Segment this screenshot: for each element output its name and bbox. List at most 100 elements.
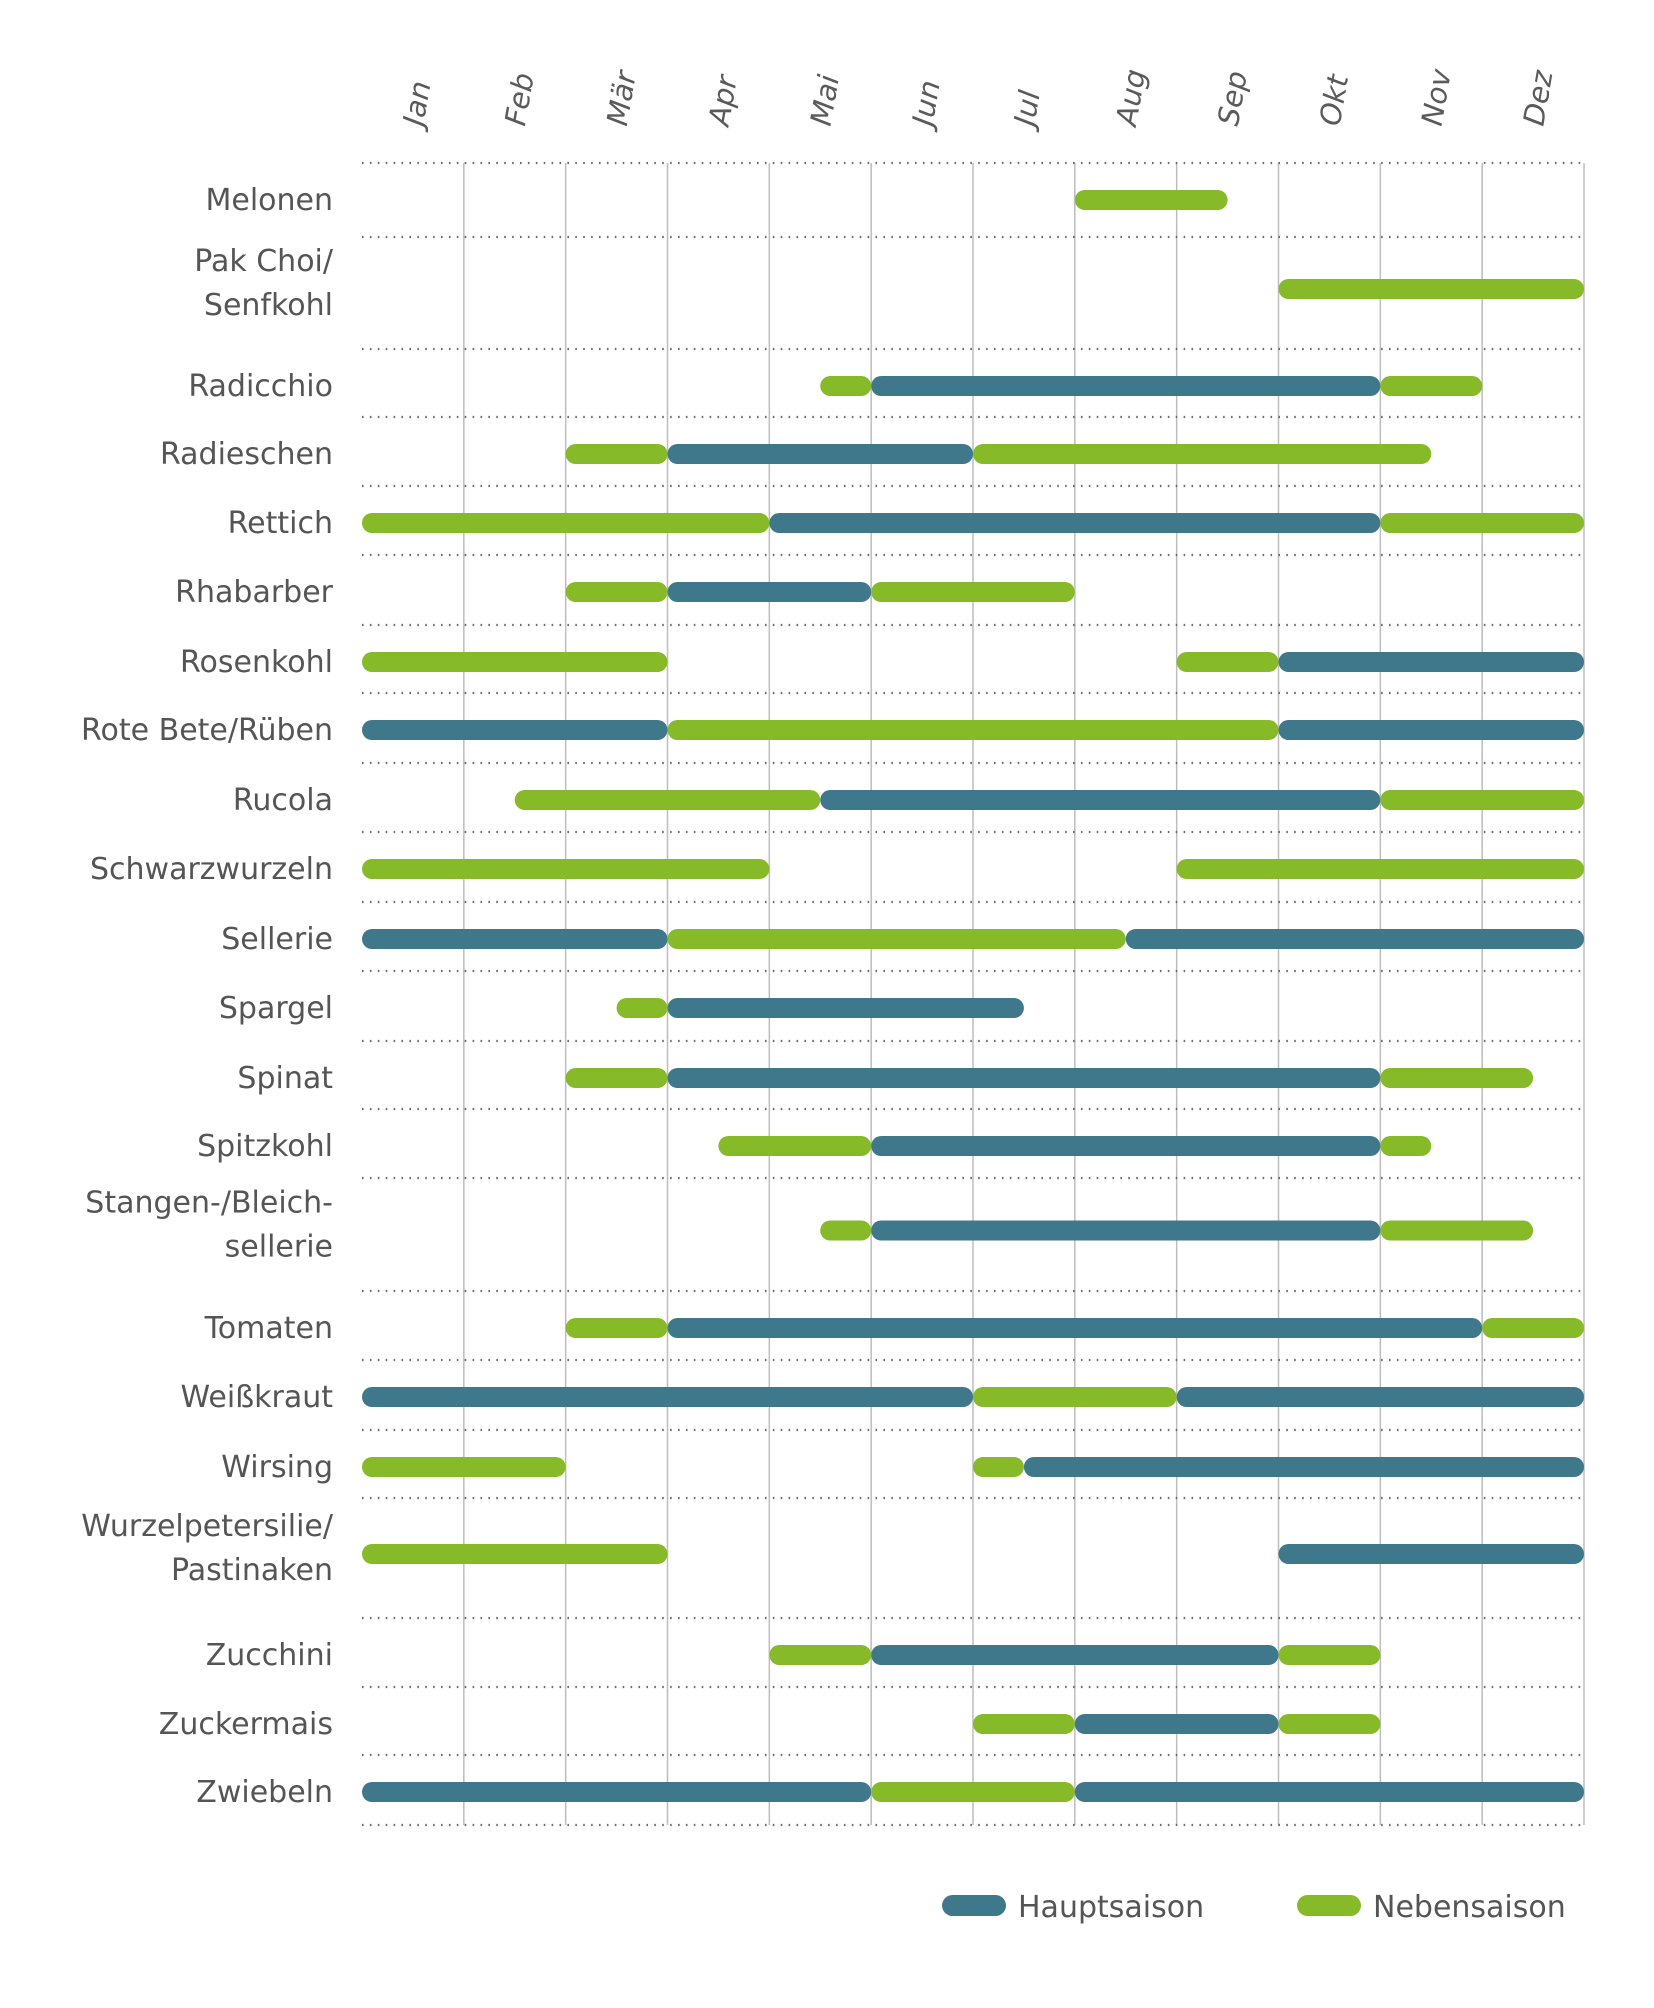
bar-nebensaison xyxy=(1074,190,1228,210)
table-row: Radieschen xyxy=(160,437,1432,472)
table-row: Wirsing xyxy=(221,1450,1584,1485)
row-label: Wirsing xyxy=(221,1450,333,1485)
bar-hauptsaison xyxy=(667,998,1024,1018)
row-label: Rettich xyxy=(228,506,333,541)
bar-hauptsaison xyxy=(1074,1782,1584,1802)
bar-hauptsaison xyxy=(769,513,1381,533)
bar-nebensaison xyxy=(362,859,770,879)
bar-nebensaison xyxy=(1278,1714,1381,1734)
table-row: Weißkraut xyxy=(181,1380,1584,1415)
bar-hauptsaison xyxy=(1278,1544,1584,1564)
bar-nebensaison xyxy=(1380,376,1483,396)
legend-label: Hauptsaison xyxy=(1018,1890,1204,1925)
row-label: Zuckermais xyxy=(159,1707,333,1742)
month-label: Sep xyxy=(1211,68,1254,128)
bar-nebensaison xyxy=(616,998,668,1018)
bar-hauptsaison xyxy=(1074,1714,1279,1734)
legend-swatch-nebensaison xyxy=(1297,1895,1361,1916)
row-label: Radicchio xyxy=(188,369,333,404)
grid xyxy=(362,161,1585,1827)
bar-hauptsaison xyxy=(667,582,872,602)
table-row: Wurzelpetersilie/Pastinaken xyxy=(81,1509,1584,1588)
row-label: Zucchini xyxy=(206,1638,333,1673)
row-label: Radieschen xyxy=(160,437,333,472)
table-row: Zwiebeln xyxy=(196,1775,1584,1810)
table-row: Rettich xyxy=(228,506,1584,541)
month-label: Jan xyxy=(395,78,437,133)
bar-nebensaison xyxy=(973,1714,1075,1734)
month-label: Aug xyxy=(1109,67,1153,131)
bar-nebensaison xyxy=(362,1544,668,1564)
row-label: Wurzelpetersilie/ xyxy=(81,1509,334,1544)
bar-hauptsaison xyxy=(1176,1387,1584,1407)
table-row: Zucchini xyxy=(206,1638,1381,1673)
bar-nebensaison xyxy=(1176,859,1584,879)
table-row: Tomaten xyxy=(204,1311,1584,1346)
month-label: Dez xyxy=(1516,67,1559,128)
month-label: Feb xyxy=(498,70,541,128)
table-row: Spargel xyxy=(219,991,1024,1026)
table-row: Melonen xyxy=(205,183,1228,218)
bar-hauptsaison xyxy=(667,444,973,464)
row-label: Rhabarber xyxy=(175,575,334,610)
bar-hauptsaison xyxy=(1278,652,1584,672)
bar-hauptsaison xyxy=(667,1068,1381,1088)
table-row: Spinat xyxy=(237,1061,1534,1096)
month-label: Mär xyxy=(600,66,643,128)
bar-nebensaison xyxy=(667,720,1279,740)
bar-nebensaison xyxy=(565,1068,668,1088)
bar-nebensaison xyxy=(973,1387,1177,1407)
bar-nebensaison xyxy=(871,582,1075,602)
bar-nebensaison xyxy=(362,1457,566,1477)
row-label: Melonen xyxy=(205,183,333,218)
bar-nebensaison xyxy=(514,790,821,810)
month-axis: Jan Feb Mär Apr Mai Jun Jul Aug Sep Okt Nov Dez xyxy=(395,66,1559,133)
row-label: Pak Choi/ xyxy=(194,244,334,279)
row-label: Pastinaken xyxy=(171,1553,333,1588)
bar-nebensaison xyxy=(973,1457,1024,1477)
row-label: Tomaten xyxy=(204,1311,333,1346)
month-label: Apr xyxy=(701,71,744,130)
bar-hauptsaison xyxy=(820,790,1381,810)
bar-nebensaison xyxy=(362,513,770,533)
bar-hauptsaison xyxy=(362,929,668,949)
bar-hauptsaison xyxy=(667,1318,1483,1338)
bar-hauptsaison xyxy=(362,720,668,740)
row-label: Schwarzwurzeln xyxy=(90,852,333,887)
legend-swatch-hauptsaison xyxy=(942,1895,1006,1916)
table-row: Stangen-/Bleich-sellerie xyxy=(85,1186,1534,1265)
bar-nebensaison xyxy=(718,1136,872,1156)
table-row: Sellerie xyxy=(221,922,1584,957)
row-label: sellerie xyxy=(225,1230,333,1265)
legend-label: Nebensaison xyxy=(1373,1890,1566,1925)
bar-nebensaison xyxy=(1278,279,1584,299)
table-row: Radicchio xyxy=(188,369,1483,404)
row-label: Rote Bete/Rüben xyxy=(81,713,333,748)
row-label: Rucola xyxy=(233,783,333,818)
row-label: Spitzkohl xyxy=(197,1129,333,1164)
row-label: Zwiebeln xyxy=(196,1775,333,1810)
bar-nebensaison xyxy=(1380,1068,1534,1088)
table-row: Rote Bete/Rüben xyxy=(81,713,1584,748)
row-label: Senfkohl xyxy=(204,288,333,323)
bar-hauptsaison xyxy=(871,1220,1381,1241)
bar-nebensaison xyxy=(565,444,668,464)
bar-nebensaison xyxy=(1380,513,1584,533)
bar-nebensaison xyxy=(820,1220,872,1241)
month-label: Mai xyxy=(804,72,846,128)
legend: Hauptsaison Nebensaison xyxy=(942,1890,1566,1925)
bar-hauptsaison xyxy=(362,1782,872,1802)
bar-nebensaison xyxy=(820,376,872,396)
table-row: Spitzkohl xyxy=(197,1129,1432,1164)
bar-nebensaison xyxy=(667,929,1126,949)
row-label: Weißkraut xyxy=(181,1380,334,1415)
bar-hauptsaison xyxy=(871,1136,1381,1156)
table-row: Rosenkohl xyxy=(180,645,1584,680)
bar-nebensaison xyxy=(1380,790,1584,810)
bar-hauptsaison xyxy=(1278,720,1584,740)
row-label: Spinat xyxy=(237,1061,333,1096)
row-label: Sellerie xyxy=(221,922,333,957)
bar-nebensaison xyxy=(871,1782,1075,1802)
bar-nebensaison xyxy=(565,582,668,602)
